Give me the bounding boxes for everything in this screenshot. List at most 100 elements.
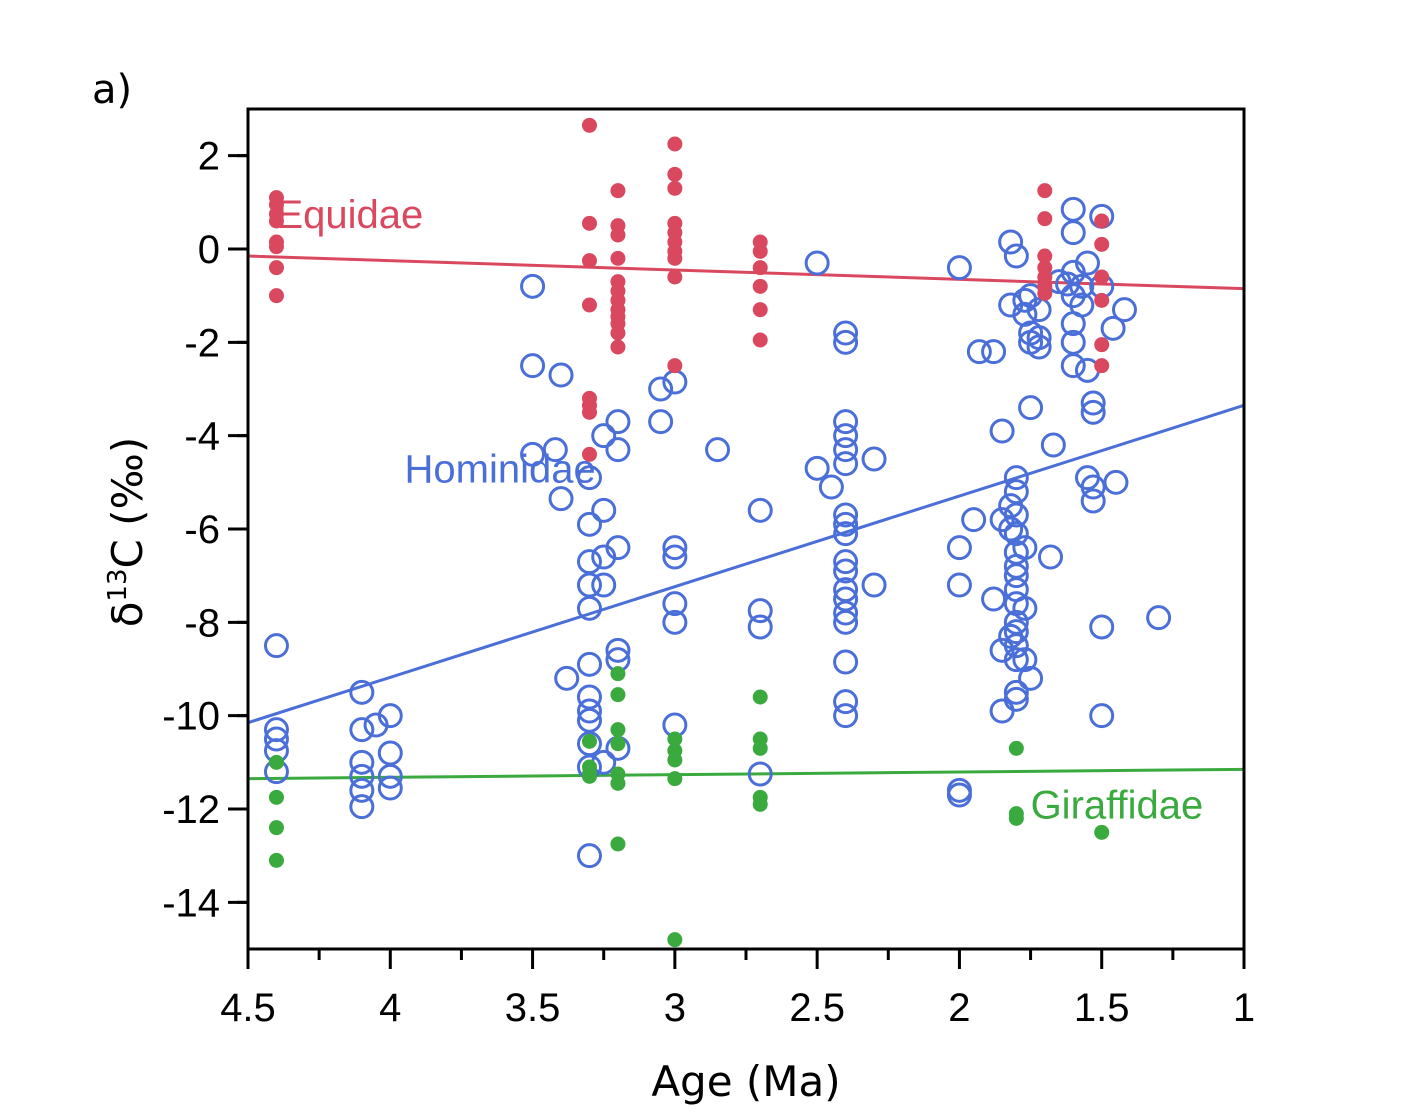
series-label-hominidae: Hominidae — [405, 447, 596, 491]
data-point — [610, 183, 626, 199]
data-point — [648, 409, 674, 435]
data-point — [268, 239, 284, 255]
data-point — [989, 418, 1015, 444]
data-point — [833, 502, 859, 528]
data-point — [1094, 213, 1110, 229]
data-point — [1060, 353, 1086, 379]
x-tick-label: 4 — [379, 986, 401, 1030]
data-point — [542, 437, 568, 463]
x-tick-label: 2 — [948, 986, 970, 1030]
series-label-equidae: Equidae — [276, 193, 423, 237]
data-point — [610, 250, 626, 266]
data-point — [349, 777, 375, 803]
data-point — [1003, 521, 1029, 547]
data-point — [1003, 619, 1029, 645]
data-point — [1003, 243, 1029, 269]
data-point — [961, 507, 987, 533]
data-point — [833, 423, 859, 449]
data-point — [581, 404, 597, 420]
data-point — [1080, 390, 1106, 416]
data-point — [833, 609, 859, 635]
y-axis-title: δ13C (‰) — [103, 437, 152, 628]
data-point — [648, 376, 674, 402]
trend-lines — [247, 254, 1245, 781]
data-point — [576, 595, 602, 621]
data-point — [752, 796, 768, 812]
data-point — [576, 465, 602, 491]
data-point — [1003, 686, 1029, 712]
data-point — [1018, 395, 1044, 421]
data-point — [667, 180, 683, 196]
data-point — [833, 451, 859, 477]
data-point — [667, 269, 683, 285]
data-point — [1060, 196, 1086, 222]
x-tick-label: 4.5 — [220, 986, 276, 1030]
data-point — [591, 497, 617, 523]
data-point — [705, 437, 731, 463]
data-point — [981, 339, 1007, 365]
data-point — [1089, 703, 1115, 729]
data-point — [263, 726, 289, 752]
data-point — [1003, 563, 1029, 589]
data-point — [1012, 535, 1038, 561]
data-point — [1012, 595, 1038, 621]
data-point — [981, 586, 1007, 612]
y-tick-label: -8 — [184, 601, 220, 645]
data-point — [554, 665, 580, 691]
series-label-giraffidae: Giraffidae — [1031, 783, 1204, 827]
data-point — [610, 836, 626, 852]
data-point — [1103, 469, 1129, 495]
y-tick-label: -2 — [184, 321, 220, 365]
data-point — [349, 794, 375, 820]
data-point — [752, 689, 768, 705]
data-point — [576, 651, 602, 677]
data-point — [1089, 614, 1115, 640]
data-point — [610, 736, 626, 752]
data-point — [1003, 633, 1029, 659]
data-point — [605, 535, 631, 561]
y-tick-label: -10 — [162, 695, 220, 739]
data-point — [1003, 502, 1029, 528]
data-point — [833, 600, 859, 626]
data-point — [610, 722, 626, 738]
data-point — [804, 455, 830, 481]
x-tick-label: 1.5 — [1074, 986, 1130, 1030]
panel-label: a) — [92, 67, 132, 113]
data-point — [581, 215, 597, 231]
data-point — [1111, 297, 1137, 323]
data-point — [520, 273, 546, 299]
x-tick-label: 2.5 — [789, 986, 845, 1030]
x-tick-label: 1 — [1233, 986, 1255, 1030]
x-axis-ticks: 4.5 4 3.5 3 2.5 2 1.5 1 — [220, 949, 1255, 1030]
data-point — [861, 446, 887, 472]
trend-line-hominidae — [247, 403, 1245, 725]
data-point — [1146, 605, 1172, 631]
data-point — [268, 852, 284, 868]
data-point — [581, 768, 597, 784]
data-point — [667, 358, 683, 374]
data-point — [1069, 273, 1095, 299]
data-point — [1069, 292, 1095, 318]
series-hominidae — [263, 196, 1172, 869]
y-axis-title-rest: C (‰) — [103, 437, 152, 569]
data-point — [268, 820, 284, 836]
data-point — [610, 339, 626, 355]
data-point — [349, 749, 375, 775]
data-point — [576, 843, 602, 869]
data-point — [998, 516, 1024, 542]
data-point — [268, 288, 284, 304]
data-point — [1003, 647, 1029, 673]
data-point — [747, 761, 773, 787]
data-point — [1003, 479, 1029, 505]
data-point — [833, 549, 859, 575]
data-point — [576, 698, 602, 724]
data-point — [263, 633, 289, 659]
data-point — [1074, 250, 1100, 276]
data-point — [667, 932, 683, 948]
data-points — [263, 117, 1172, 948]
data-point — [610, 227, 626, 243]
data-point — [1037, 183, 1053, 199]
data-point — [581, 446, 597, 462]
data-point — [377, 703, 403, 729]
